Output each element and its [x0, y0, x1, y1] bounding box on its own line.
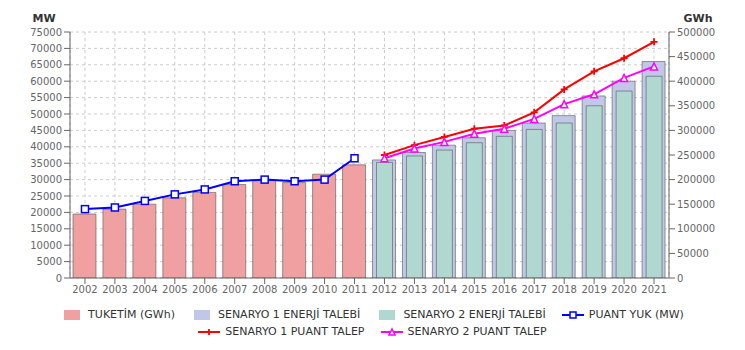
svg-text:25000: 25000 — [30, 191, 62, 202]
svg-text:MW: MW — [32, 12, 55, 25]
html-text:SENARYO 1 ENERJİ TALEBİ: SENARYO 1 ENERJİ TALEBİ — [218, 308, 361, 321]
svg-text:100000: 100000 — [677, 223, 715, 234]
svg-text:50000: 50000 — [677, 248, 709, 259]
svg-text:2005: 2005 — [162, 284, 187, 295]
svg-text:2019: 2019 — [581, 284, 606, 295]
svg-text:400000: 400000 — [677, 76, 715, 87]
svg-text:2004: 2004 — [132, 284, 157, 295]
svg-text:2007: 2007 — [222, 284, 247, 295]
svg-text:250000: 250000 — [677, 150, 715, 161]
svg-text:5000: 5000 — [37, 256, 62, 267]
svg-text:45000: 45000 — [30, 125, 62, 136]
svg-text:GWh: GWh — [684, 12, 713, 25]
svg-text:2006: 2006 — [192, 284, 217, 295]
svg-text:2014: 2014 — [432, 284, 457, 295]
svg-text:15000: 15000 — [30, 223, 62, 234]
svg-text:60000: 60000 — [30, 76, 62, 87]
html-text:PUANT YUK (MW): PUANT YUK (MW) — [588, 308, 684, 321]
svg-text:450000: 450000 — [677, 51, 715, 62]
html-text:SENARYO 2 ENERJİ TALEBİ: SENARYO 2 ENERJİ TALEBİ — [403, 308, 546, 321]
svg-text:2018: 2018 — [551, 284, 576, 295]
svg-text:2016: 2016 — [492, 284, 517, 295]
svg-text:200000: 200000 — [677, 174, 715, 185]
svg-text:350000: 350000 — [677, 100, 715, 111]
svg-text:150000: 150000 — [677, 199, 715, 210]
svg-text:70000: 70000 — [30, 43, 62, 54]
svg-text:20000: 20000 — [30, 207, 62, 218]
svg-text:2009: 2009 — [282, 284, 307, 295]
svg-text:2008: 2008 — [252, 284, 277, 295]
svg-text:10000: 10000 — [30, 240, 62, 251]
svg-text:0: 0 — [56, 273, 62, 284]
svg-text:50000: 50000 — [30, 109, 62, 120]
html-text:SENARYO 2 PUANT TALEP: SENARYO 2 PUANT TALEP — [407, 325, 547, 338]
svg-text:2021: 2021 — [641, 284, 666, 295]
svg-text:35000: 35000 — [30, 158, 62, 169]
svg-text:2010: 2010 — [312, 284, 337, 295]
svg-text:2013: 2013 — [402, 284, 427, 295]
svg-text:2011: 2011 — [342, 284, 367, 295]
html-text:TUKETİM (GWh): TUKETİM (GWh) — [88, 308, 175, 321]
svg-text:2012: 2012 — [372, 284, 397, 295]
svg-text:0: 0 — [677, 273, 683, 284]
svg-text:500000: 500000 — [677, 27, 715, 38]
html-text:SENARYO 1 PUANT TALEP: SENARYO 1 PUANT TALEP — [225, 325, 365, 338]
svg-text:30000: 30000 — [30, 174, 62, 185]
svg-text:75000: 75000 — [30, 27, 62, 38]
svg-text:2002: 2002 — [72, 284, 97, 295]
svg-text:2003: 2003 — [102, 284, 127, 295]
svg-text:2017: 2017 — [521, 284, 546, 295]
svg-text:40000: 40000 — [30, 141, 62, 152]
svg-text:300000: 300000 — [677, 125, 715, 136]
svg-text:65000: 65000 — [30, 59, 62, 70]
svg-text:2015: 2015 — [462, 284, 487, 295]
svg-text:55000: 55000 — [30, 92, 62, 103]
svg-text:2020: 2020 — [611, 284, 636, 295]
